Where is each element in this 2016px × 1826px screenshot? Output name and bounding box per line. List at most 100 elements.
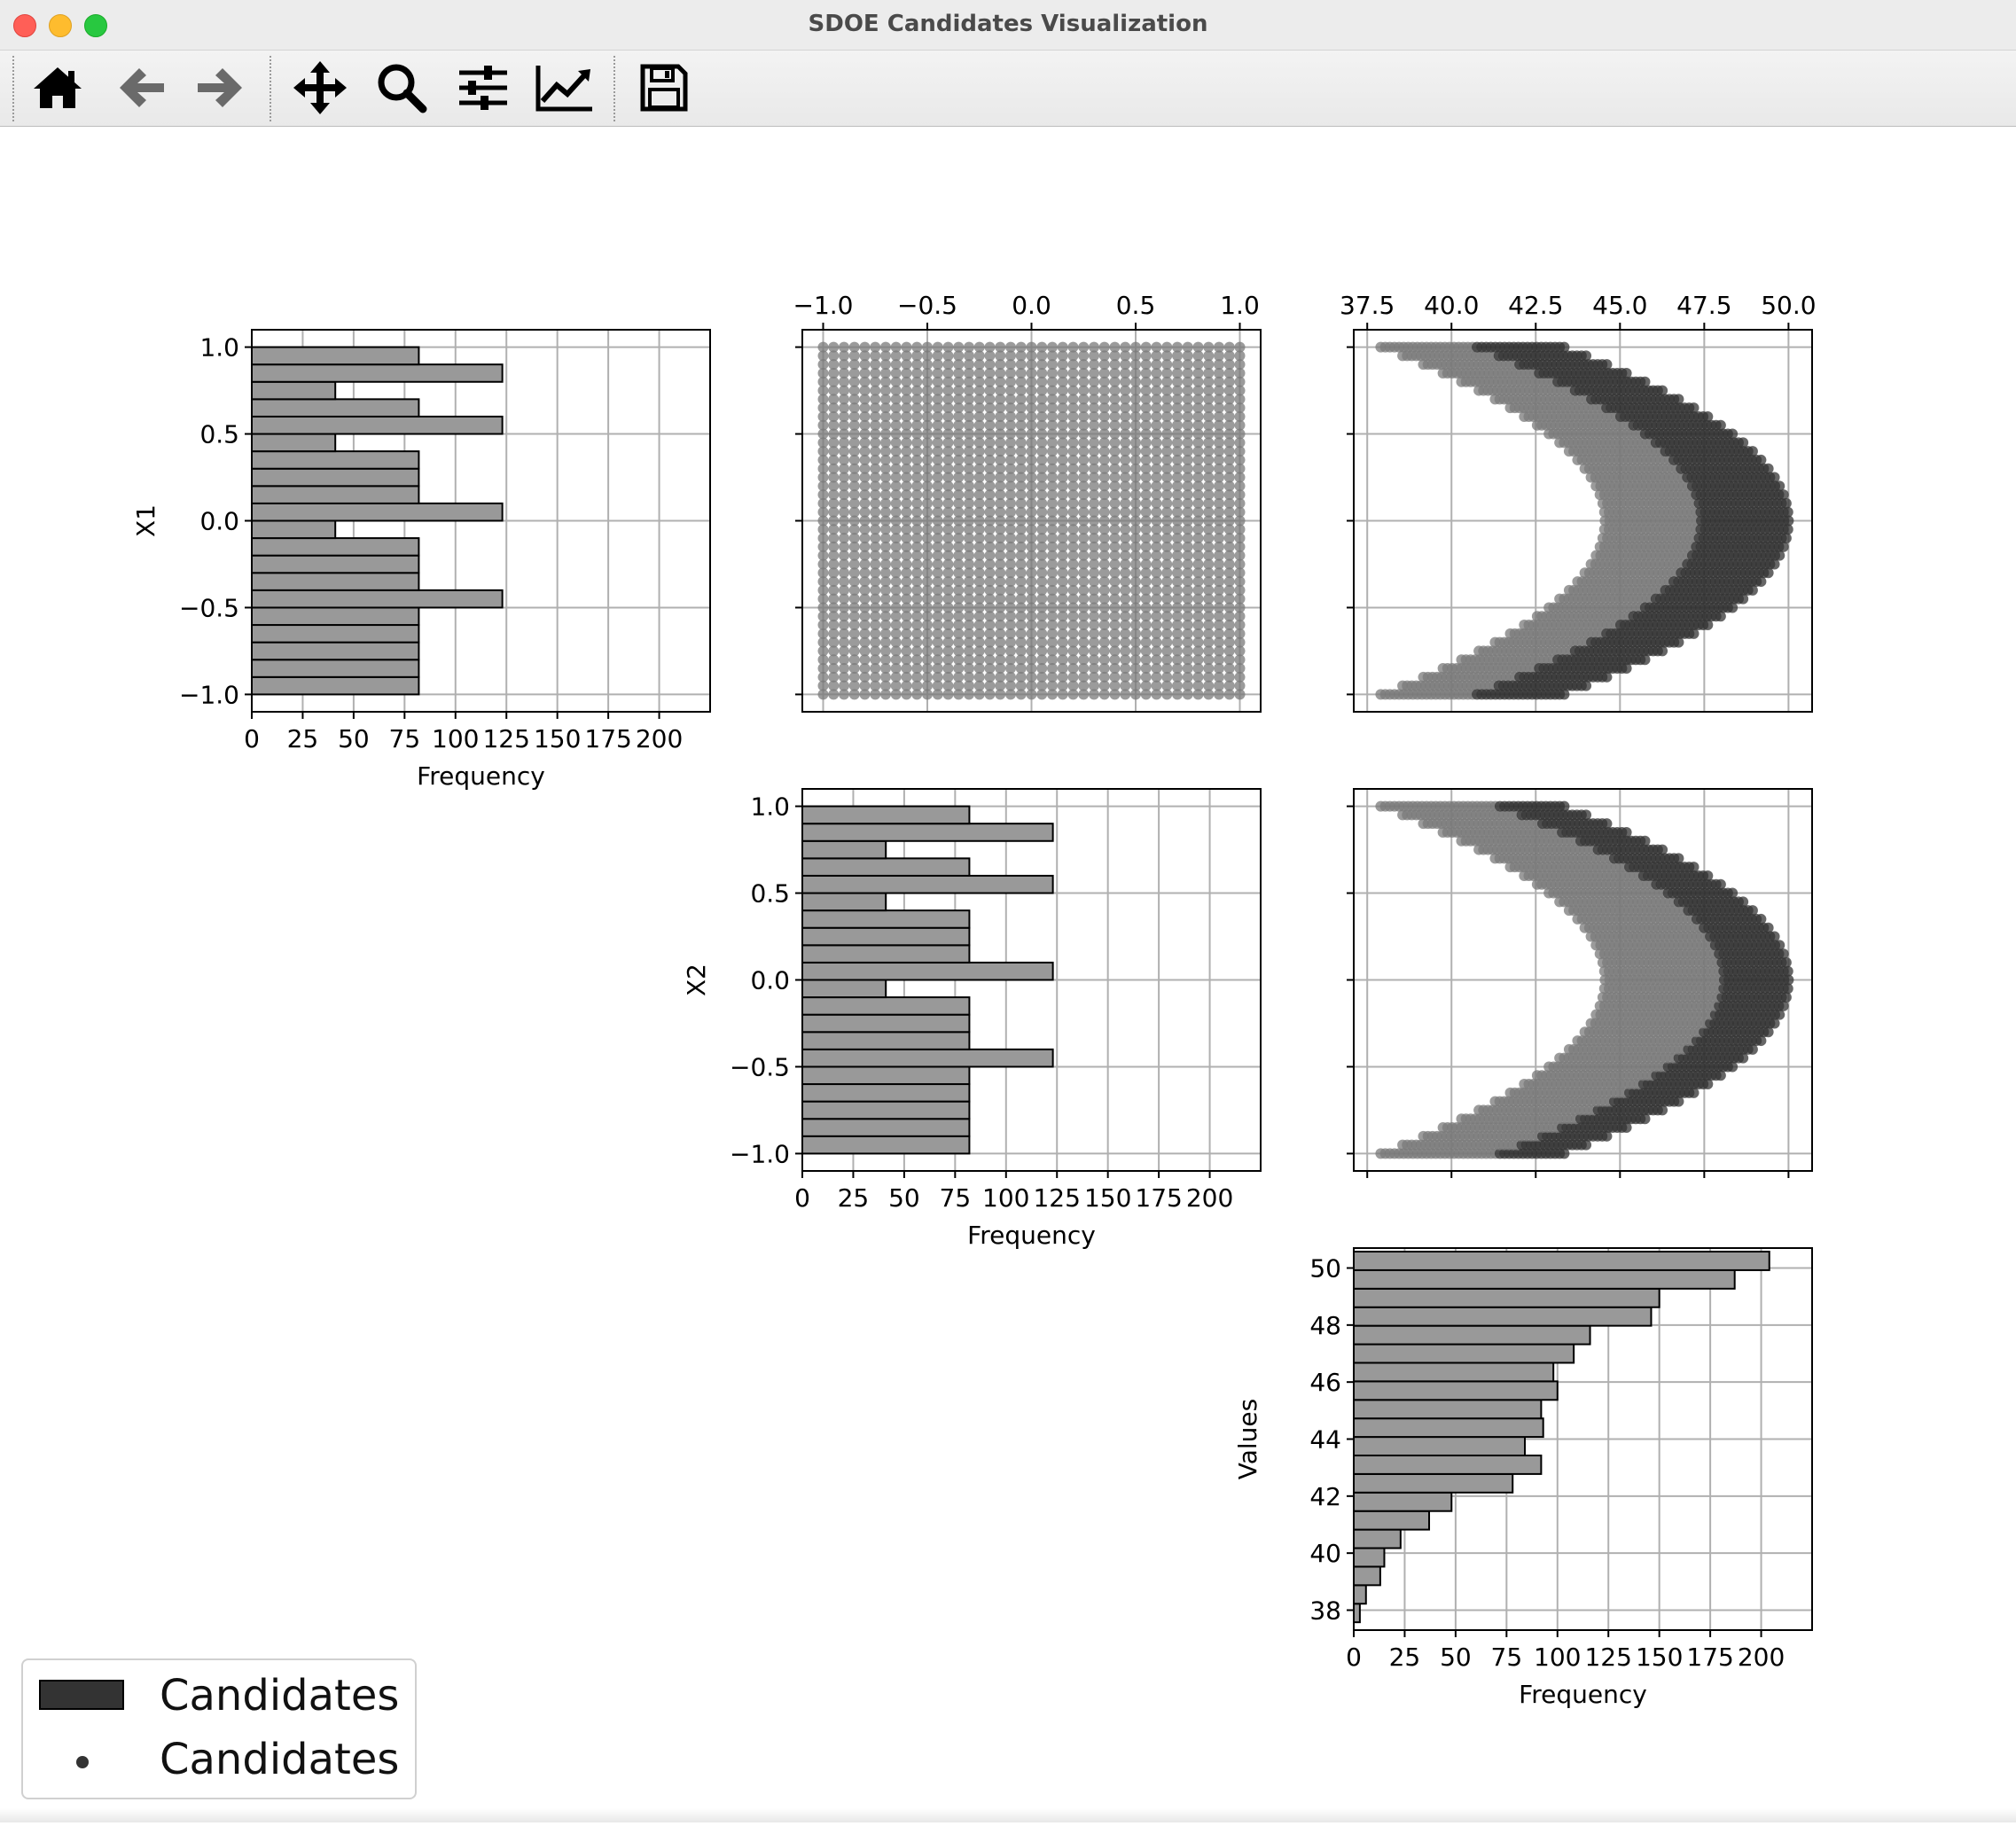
- scatter-point: [1727, 429, 1738, 440]
- tick-label-x: 75: [389, 724, 421, 753]
- scatter-point: [828, 342, 839, 353]
- scatter-point: [1161, 342, 1172, 353]
- tick-label-y: −0.5: [179, 593, 239, 622]
- histogram-bar: [252, 364, 503, 382]
- tick-label-y: 1.0: [199, 333, 239, 363]
- scatter-point: [1689, 862, 1700, 872]
- toolbar-separator: [613, 56, 615, 121]
- scatter-point: [1770, 472, 1780, 483]
- histogram-bar: [802, 858, 969, 876]
- save-button[interactable]: [633, 56, 695, 120]
- histogram-bar: [802, 963, 1053, 980]
- scatter-point: [880, 342, 891, 353]
- scatter-point: [1235, 342, 1246, 353]
- scatter-point: [1559, 342, 1569, 353]
- scatter-point: [1755, 576, 1766, 587]
- scatter-point: [1715, 879, 1726, 890]
- histogram-bar: [802, 997, 969, 1015]
- edit-axis-button[interactable]: [534, 56, 596, 120]
- configure-subplots-button[interactable]: [452, 56, 514, 120]
- scatter-point: [818, 342, 829, 353]
- scatter-point: [1214, 342, 1224, 353]
- tick-label-x: 125: [482, 724, 529, 753]
- move-icon: [293, 60, 348, 115]
- tick-label-y: 0.5: [199, 420, 239, 449]
- scatter-point: [1763, 923, 1774, 933]
- scatter-point: [1755, 455, 1766, 465]
- scatter-point: [922, 342, 933, 353]
- tick-label-x: 0: [244, 724, 260, 753]
- histogram-bar: [802, 1015, 969, 1033]
- tick-label-x: 100: [982, 1183, 1029, 1213]
- histogram-bar: [802, 928, 969, 946]
- scatter-point: [995, 342, 1005, 353]
- scatter-point: [1224, 342, 1235, 353]
- histogram-bar: [802, 1050, 1053, 1067]
- back-button[interactable]: [110, 56, 172, 120]
- subplot-5: [1347, 789, 1812, 1178]
- zoom-button[interactable]: [371, 56, 433, 120]
- tick-label-x: −0.5: [897, 291, 957, 320]
- forward-button[interactable]: [190, 56, 252, 120]
- scatter-point: [870, 342, 880, 353]
- scatter-point: [1657, 386, 1668, 396]
- histogram-bar: [252, 382, 335, 400]
- histogram-bar: [802, 1032, 969, 1050]
- scatter-point: [902, 342, 912, 353]
- histogram-bar: [252, 347, 418, 365]
- histogram-bar: [802, 945, 969, 963]
- histogram-bar: [802, 876, 1053, 893]
- histogram-bar: [252, 677, 418, 695]
- scatter-point: [1702, 620, 1713, 630]
- scatter-point: [1581, 681, 1591, 691]
- tick-label-y: −0.5: [730, 1052, 790, 1081]
- histogram-bar: [252, 625, 418, 643]
- scatter-point: [1727, 602, 1738, 613]
- scatter-point: [1727, 888, 1738, 899]
- tick-label-x: 45.0: [1592, 291, 1647, 320]
- arrow-right-icon: [196, 65, 246, 111]
- tick-label-x: 37.5: [1340, 291, 1395, 320]
- scatter-point: [1141, 342, 1152, 353]
- scatter-point: [1581, 350, 1591, 361]
- scatter-point: [1715, 611, 1726, 621]
- histogram-bar: [252, 503, 503, 521]
- tick-label-x: 175: [584, 724, 631, 753]
- floppy-disk-icon: [639, 63, 689, 113]
- scatter-point: [1016, 342, 1027, 353]
- scatter-point: [1559, 689, 1569, 699]
- scatter-point: [1738, 896, 1748, 907]
- scatter-point: [1747, 905, 1758, 916]
- tick-label-x: 75: [940, 1183, 972, 1213]
- scatter-point: [1673, 637, 1684, 648]
- scatter-point: [839, 342, 849, 353]
- scatter-point: [1639, 654, 1650, 665]
- tick-label-y: 1.0: [750, 792, 790, 822]
- home-button[interactable]: [27, 56, 89, 120]
- histogram-bar: [802, 910, 969, 928]
- histogram-bar: [252, 590, 503, 608]
- histogram-bar: [252, 556, 418, 574]
- tick-label-x: 47.5: [1676, 291, 1731, 320]
- histogram-bar: [802, 1084, 969, 1102]
- sliders-icon: [457, 64, 509, 112]
- tick-label-x: 50.0: [1761, 291, 1816, 320]
- tick-label-x: 25: [838, 1183, 870, 1213]
- histogram-bar: [252, 417, 503, 434]
- scatter-point: [1152, 342, 1162, 353]
- scatter-point: [1738, 437, 1748, 448]
- histogram-bar: [252, 607, 418, 625]
- scatter-point: [1601, 359, 1612, 370]
- histogram-bar: [252, 659, 418, 677]
- tick-label-x: 50: [338, 724, 370, 753]
- toolbar-separator: [270, 56, 271, 121]
- scatter-point: [1763, 567, 1774, 578]
- histogram-bar: [252, 434, 335, 452]
- pan-button[interactable]: [289, 56, 351, 120]
- scatter-point: [1747, 585, 1758, 596]
